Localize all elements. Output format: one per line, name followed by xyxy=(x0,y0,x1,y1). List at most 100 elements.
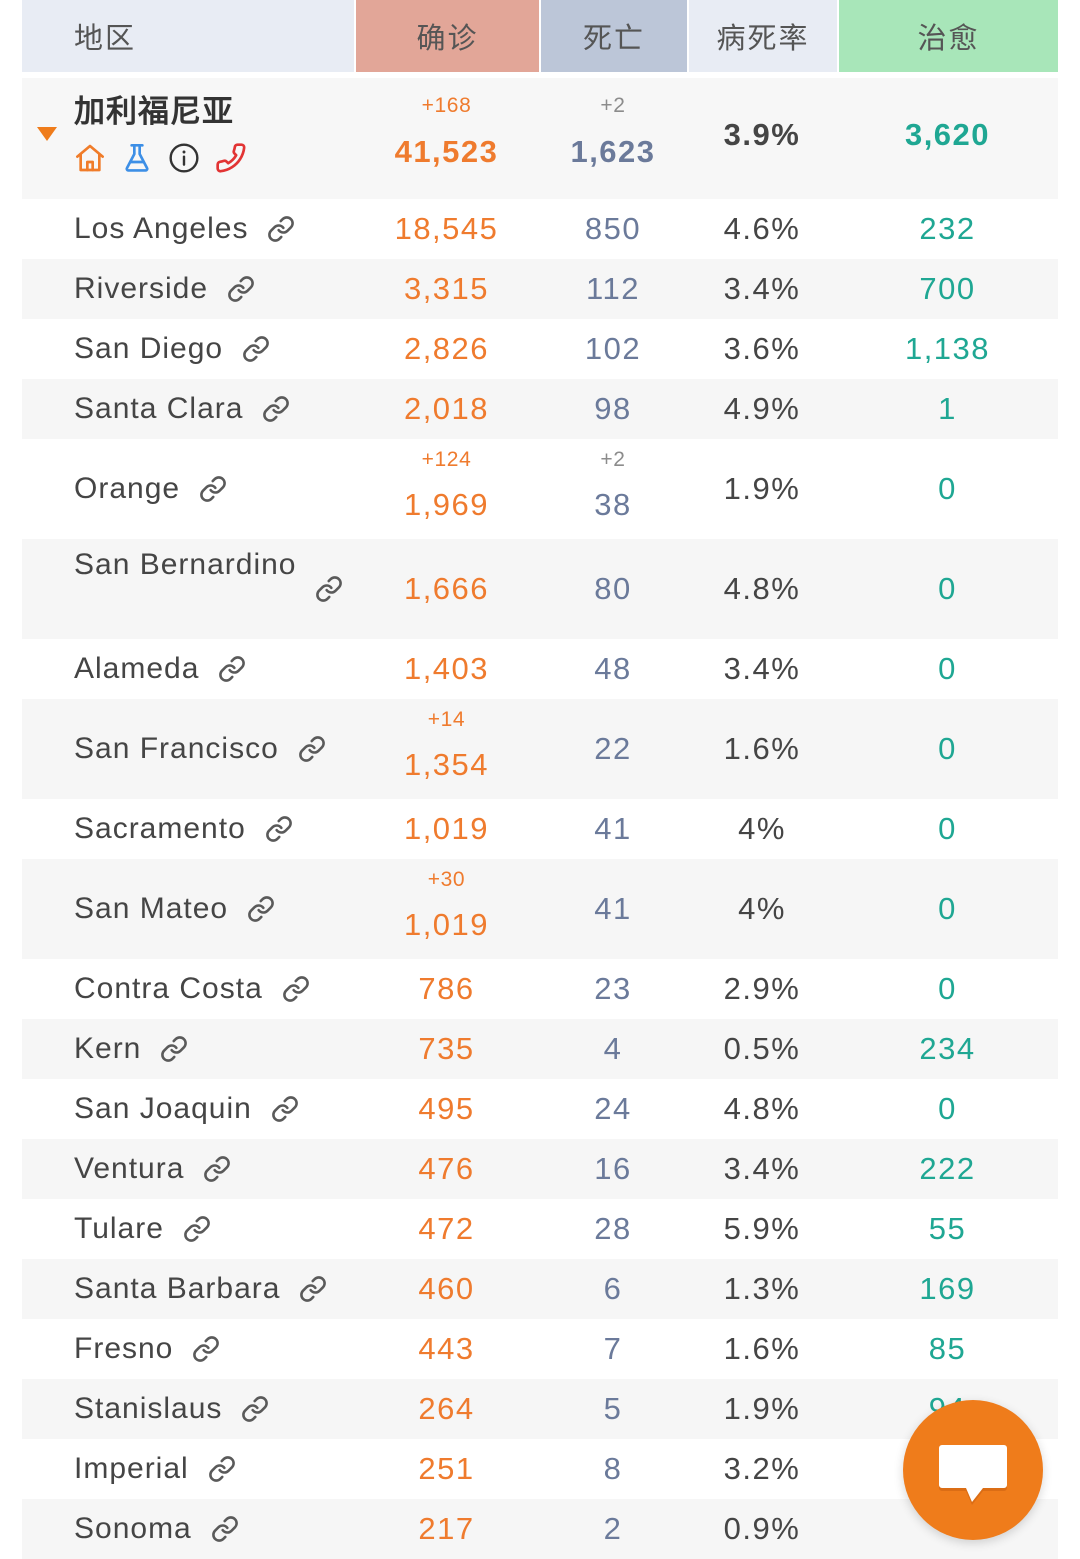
deaths-cell: 5 xyxy=(539,1379,687,1439)
fatality-rate-cell: 5.9% xyxy=(687,1199,837,1259)
link-icon[interactable] xyxy=(241,1395,269,1423)
county-name: Imperial xyxy=(74,1452,189,1485)
county-name: Santa Clara xyxy=(74,392,244,425)
link-icon[interactable] xyxy=(262,395,290,423)
county-region-cell: Stanislaus xyxy=(22,1379,354,1439)
link-icon[interactable] xyxy=(218,655,246,683)
state-confirmed-delta: +168 xyxy=(421,94,472,117)
county-region-cell: San Mateo xyxy=(22,859,354,959)
link-icon[interactable] xyxy=(192,1335,220,1363)
recovered-count: 232 xyxy=(919,211,976,246)
deaths-cell: 22 xyxy=(539,699,687,799)
info-icon[interactable] xyxy=(168,142,200,174)
recovered-cell: 0 xyxy=(837,799,1058,859)
deaths-count: 5 xyxy=(603,1391,623,1426)
state-confirmed-cell: +168 41,523 xyxy=(354,78,539,199)
deaths-cell: 98 xyxy=(539,379,687,439)
confirmed-cell: 251 xyxy=(354,1439,539,1499)
state-row[interactable]: 加利福尼亚 +168 41,523 +2 1,623 xyxy=(22,78,1058,199)
confirmed-count: 735 xyxy=(418,1031,475,1066)
triangle-down-icon[interactable] xyxy=(37,127,57,141)
recovered-cell: 55 xyxy=(837,1199,1058,1259)
confirmed-cell: 264 xyxy=(354,1379,539,1439)
deaths-cell: 7 xyxy=(539,1319,687,1379)
deaths-count: 112 xyxy=(586,271,640,306)
county-row: Imperial 251 8 3.2% xyxy=(22,1439,1058,1499)
link-icon[interactable] xyxy=(199,475,227,503)
link-icon[interactable] xyxy=(208,1455,236,1483)
link-icon[interactable] xyxy=(265,815,293,843)
county-region-cell: San Diego xyxy=(22,319,354,379)
recovered-count: 169 xyxy=(919,1271,976,1306)
link-icon[interactable] xyxy=(267,215,295,243)
link-icon[interactable] xyxy=(183,1215,211,1243)
fatality-rate-cell: 0.9% xyxy=(687,1499,837,1559)
state-rate-cell: 3.9% xyxy=(687,78,837,199)
link-icon[interactable] xyxy=(282,975,310,1003)
link-icon[interactable] xyxy=(298,735,326,763)
chat-button[interactable] xyxy=(903,1400,1043,1540)
county-list: Los Angeles 18,545 850 4.6% 232 Riverside 3,31… xyxy=(22,199,1058,1559)
recovered-cell: 0 xyxy=(837,859,1058,959)
state-deaths-count: 1,623 xyxy=(570,134,656,169)
county-row: Ventura 476 16 3.4% 222 xyxy=(22,1139,1058,1199)
chat-bubble-icon xyxy=(939,1445,1007,1505)
fatality-rate-cell: 4.6% xyxy=(687,199,837,259)
fatality-rate: 4.8% xyxy=(723,1091,801,1126)
link-icon[interactable] xyxy=(271,1095,299,1123)
fatality-rate: 1.9% xyxy=(723,471,801,506)
link-icon[interactable] xyxy=(299,1275,327,1303)
confirmed-cell: 2,018 xyxy=(354,379,539,439)
recovered-cell: 0 xyxy=(837,959,1058,1019)
flask-icon[interactable] xyxy=(121,142,153,174)
deaths-cell: 28 xyxy=(539,1199,687,1259)
home-icon[interactable] xyxy=(74,142,106,174)
recovered-count: 222 xyxy=(919,1151,976,1186)
link-icon[interactable] xyxy=(211,1515,239,1543)
table-header: 地区 确诊 死亡 病死率 治愈 xyxy=(22,0,1058,72)
county-row: Riverside 3,315 112 3.4% 700 xyxy=(22,259,1058,319)
county-region-cell: Alameda xyxy=(22,639,354,699)
fatality-rate-cell: 4.8% xyxy=(687,1079,837,1139)
county-name: San Diego xyxy=(74,332,224,365)
confirmed-cell: 2,826 xyxy=(354,319,539,379)
state-region-cell: 加利福尼亚 xyxy=(22,78,354,199)
fatality-rate: 1.6% xyxy=(723,1331,801,1366)
deaths-cell: 6 xyxy=(539,1259,687,1319)
link-icon[interactable] xyxy=(227,275,255,303)
header-confirmed: 确诊 xyxy=(354,0,539,72)
county-region-cell: Los Angeles xyxy=(22,199,354,259)
fatality-rate: 3.4% xyxy=(723,651,801,686)
deaths-cell: 23 xyxy=(539,959,687,1019)
county-row: Contra Costa 786 23 2.9% 0 xyxy=(22,959,1058,1019)
fatality-rate-cell: 1.6% xyxy=(687,1319,837,1379)
fatality-rate-cell: 4% xyxy=(687,799,837,859)
county-name: Kern xyxy=(74,1032,142,1065)
link-icon[interactable] xyxy=(203,1155,231,1183)
header-recovered: 治愈 xyxy=(837,0,1058,72)
confirmed-delta: +30 xyxy=(427,868,466,891)
fatality-rate: 3.4% xyxy=(723,271,801,306)
recovered-cell: 0 xyxy=(837,1079,1058,1139)
recovered-cell: 700 xyxy=(837,259,1058,319)
county-row: San Diego 2,826 102 3.6% 1,138 xyxy=(22,319,1058,379)
confirmed-count: 495 xyxy=(418,1091,475,1126)
county-region-cell: Orange xyxy=(22,439,354,539)
recovered-cell: 0 xyxy=(837,639,1058,699)
deaths-count: 38 xyxy=(594,487,632,522)
fatality-rate: 2.9% xyxy=(723,971,801,1006)
link-icon[interactable] xyxy=(242,335,270,363)
fatality-rate-cell: 3.4% xyxy=(687,1139,837,1199)
link-icon[interactable] xyxy=(160,1035,188,1063)
phone-icon[interactable] xyxy=(215,142,247,174)
county-name: Santa Barbara xyxy=(74,1272,281,1305)
link-icon[interactable] xyxy=(315,575,343,603)
fatality-rate-cell: 3.2% xyxy=(687,1439,837,1499)
recovered-count: 0 xyxy=(938,471,957,506)
recovered-count: 0 xyxy=(938,651,957,686)
link-icon[interactable] xyxy=(247,895,275,923)
fatality-rate-cell: 1.9% xyxy=(687,1379,837,1439)
state-deaths-delta: +2 xyxy=(600,94,626,117)
deaths-count: 28 xyxy=(594,1211,632,1246)
deaths-delta: +2 xyxy=(600,448,626,471)
